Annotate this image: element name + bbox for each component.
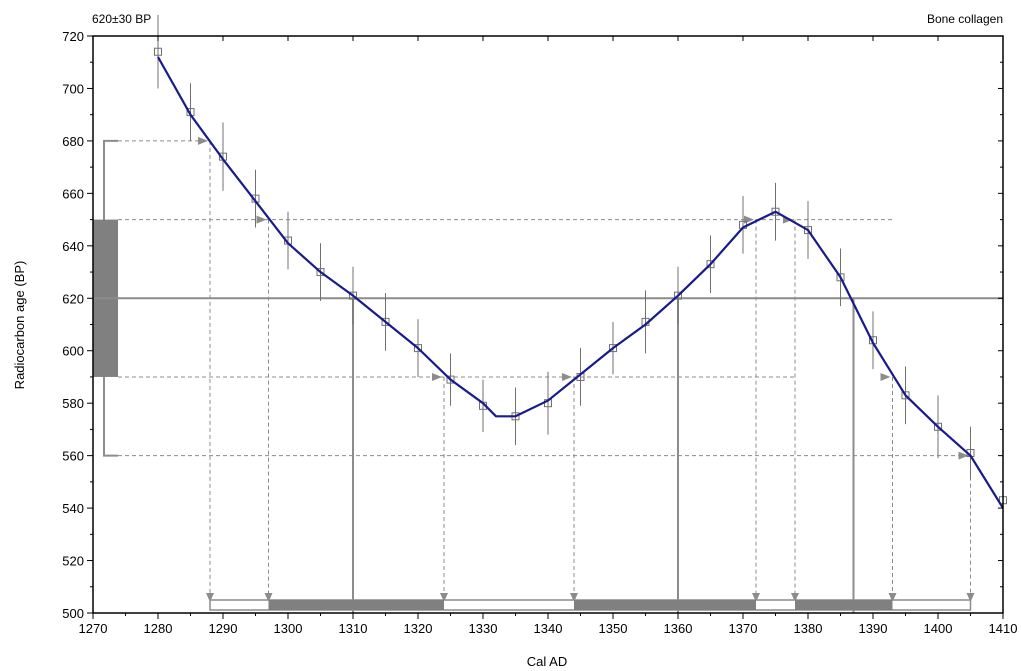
- x-tick-label: 1280: [144, 621, 173, 636]
- data-point: [446, 375, 455, 384]
- down-arrow-marker: [206, 593, 214, 602]
- plot-area: 1270 1280 1290 1300 1310 1320 1330 1340 1350 1360…: [62, 15, 1017, 636]
- x-tick-label: 1410: [989, 621, 1018, 636]
- data-point: [414, 344, 422, 353]
- x-tick-label: 1270: [79, 621, 108, 636]
- data-point: [316, 268, 325, 277]
- down-arrow-marker: [264, 593, 273, 602]
- data-point: [836, 273, 845, 282]
- down-arrow-marker: [570, 593, 578, 602]
- data-point: [706, 260, 715, 269]
- data-point: [771, 207, 780, 216]
- top-right-label: Bone collagen: [927, 12, 1003, 26]
- plot-frame: [92, 35, 1004, 614]
- data-point: [381, 317, 390, 326]
- right-arrow-marker: [198, 136, 208, 145]
- one-sigma-range-bar: [268, 600, 444, 610]
- y-tick-label: 580: [62, 396, 84, 411]
- y-tick-label: 540: [62, 501, 84, 516]
- down-arrow-marker: [440, 593, 448, 602]
- right-arrow-marker: [562, 372, 572, 381]
- x-tick-label: 1390: [859, 621, 888, 636]
- y-tick-label: 720: [62, 29, 84, 44]
- x-tick-label: 1330: [469, 621, 498, 636]
- calibration-curve: [157, 56, 1004, 509]
- data-point: [349, 291, 357, 300]
- y-tick-label: 620: [62, 291, 84, 306]
- top-left-label: 620±30 BP: [92, 12, 151, 26]
- y-tick-label: 600: [62, 344, 84, 359]
- data-point: [154, 47, 162, 56]
- x-axis-title: Cal AD: [527, 654, 567, 669]
- x-tick-label: 1290: [209, 621, 238, 636]
- down-arrow-marker: [966, 593, 975, 602]
- right-arrow-marker: [958, 451, 969, 460]
- y-tick-label: 640: [62, 239, 84, 254]
- x-tick-label: 1370: [729, 621, 758, 636]
- y-tick-label: 520: [62, 554, 84, 569]
- one-sigma-range-bar: [795, 600, 893, 610]
- y-axis-title: Radiocarbon age (BP): [12, 261, 27, 390]
- x-tick-label: 1300: [274, 621, 303, 636]
- x-tick-label: 1310: [339, 621, 368, 636]
- down-arrow-marker: [791, 593, 799, 602]
- y-tick-label: 560: [62, 449, 84, 464]
- down-arrow-marker: [888, 593, 897, 602]
- right-arrow-marker: [432, 372, 442, 381]
- data-point: [609, 344, 617, 353]
- data-point: [804, 226, 812, 235]
- x-tick-label: 1350: [599, 621, 628, 636]
- data-point: [934, 422, 942, 431]
- x-tick-label: 1400: [924, 621, 953, 636]
- x-tick-label: 1360: [664, 621, 693, 636]
- right-arrow-marker: [256, 215, 267, 224]
- data-point: [674, 291, 682, 300]
- x-tick-label: 1380: [794, 621, 823, 636]
- data-point: [901, 391, 910, 400]
- right-arrow-marker: [880, 372, 891, 381]
- y-tick-label: 700: [62, 81, 84, 96]
- y-tick-label: 660: [62, 186, 84, 201]
- x-tick-label: 1320: [404, 621, 433, 636]
- down-arrow-marker: [752, 593, 760, 602]
- y-tick-label: 500: [62, 606, 84, 621]
- y-tick-label: 680: [62, 134, 84, 149]
- x-tick-label: 1340: [534, 621, 563, 636]
- one-sigma-range-bar: [574, 600, 756, 610]
